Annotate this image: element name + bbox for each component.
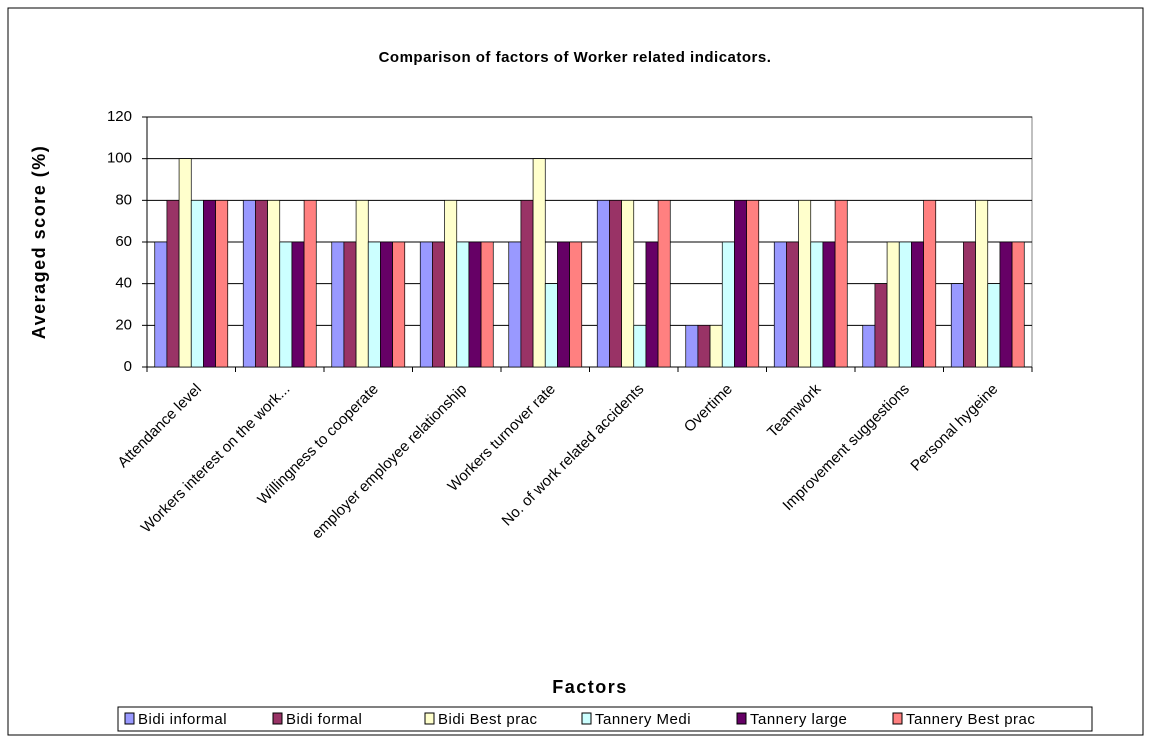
bar [911, 241, 924, 368]
bar [697, 324, 711, 368]
bar [862, 324, 876, 368]
legend-swatch [124, 712, 135, 725]
bar [1011, 241, 1025, 368]
bar [532, 158, 546, 368]
bar [950, 283, 964, 368]
bar [874, 283, 888, 368]
bar [367, 241, 381, 368]
bar [834, 199, 848, 368]
bar [279, 241, 293, 368]
bar [557, 241, 570, 368]
y-tick-label: 40 [115, 275, 132, 292]
legend-swatch [272, 712, 283, 725]
legend-swatch [892, 712, 903, 725]
bar [798, 199, 812, 368]
bar [419, 241, 433, 368]
bar [621, 199, 635, 368]
x-axis-title: Factors [552, 677, 628, 697]
bar [822, 241, 836, 368]
bar [267, 199, 281, 368]
bar [456, 241, 470, 368]
bar [886, 241, 900, 368]
bar [786, 241, 799, 368]
bar [242, 199, 256, 368]
legend-swatch [581, 712, 592, 725]
bar [987, 283, 1001, 368]
chart-title: Comparison of factors of Worker related … [379, 49, 772, 66]
bar [380, 241, 393, 368]
legend-swatch [736, 712, 747, 725]
bar [468, 241, 482, 368]
bar [721, 241, 735, 368]
legend-label: Tannery Medi [595, 711, 691, 728]
bar [898, 241, 912, 368]
legend-label: Bidi informal [138, 711, 227, 728]
legend-label: Bidi formal [286, 711, 362, 728]
bar [963, 241, 976, 368]
bar [154, 241, 168, 368]
bar [444, 199, 458, 368]
legend-swatch [424, 712, 435, 725]
y-axis-title: Averaged score (%) [29, 145, 49, 339]
bar [166, 199, 180, 368]
bar [999, 241, 1013, 368]
bar [392, 241, 406, 368]
bar [923, 199, 937, 368]
y-tick-label: 80 [115, 191, 132, 208]
bar [645, 241, 659, 368]
bar [633, 324, 647, 368]
bar [810, 241, 824, 368]
y-tick-label: 0 [124, 358, 132, 375]
bar [291, 241, 305, 368]
bar [480, 241, 494, 368]
bar [343, 241, 357, 368]
bar [203, 199, 216, 368]
bar [255, 199, 268, 368]
bar [432, 241, 445, 368]
bar [520, 199, 534, 368]
legend-label: Tannery large [750, 711, 847, 728]
bar [746, 199, 760, 368]
bar [773, 241, 787, 368]
y-tick-label: 60 [115, 233, 132, 250]
bar [178, 158, 192, 368]
y-tick-label: 20 [115, 316, 132, 333]
y-tick-label: 120 [107, 108, 132, 125]
bar [685, 324, 699, 368]
bar [609, 199, 622, 368]
bar [657, 199, 671, 368]
legend-label: Tannery Best prac [906, 711, 1035, 728]
legend-label: Bidi Best prac [438, 711, 538, 728]
bar [975, 199, 989, 368]
bar [215, 199, 229, 368]
bar [355, 199, 369, 368]
bar [734, 199, 747, 368]
y-tick-label: 100 [107, 150, 132, 167]
bar [544, 283, 558, 368]
bar [190, 199, 204, 368]
bar [596, 199, 610, 368]
bar [508, 241, 522, 368]
bar [303, 199, 317, 368]
bar [569, 241, 583, 368]
bar [709, 324, 723, 368]
bar [331, 241, 345, 368]
